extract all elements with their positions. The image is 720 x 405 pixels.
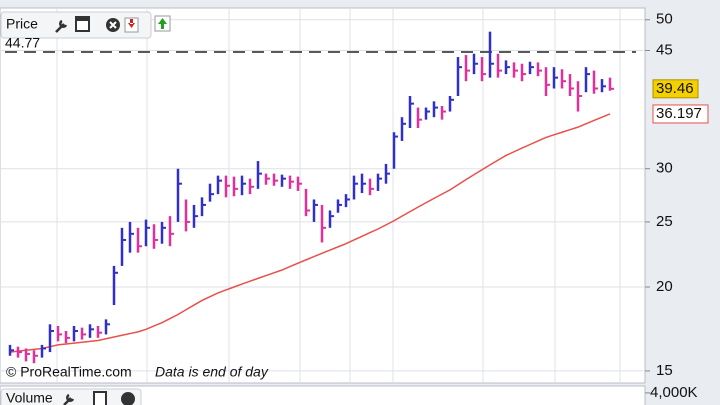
last-price-label: 39.46: [656, 80, 694, 97]
volume-settings-icon[interactable]: [63, 393, 75, 405]
header-icons: [55, 15, 171, 33]
ma-value-label: 36.197: [656, 105, 702, 122]
settings-icon[interactable]: [55, 19, 68, 33]
ma-value-box: [652, 104, 709, 124]
volume-window-icon[interactable]: [93, 391, 107, 405]
moving-average: [9, 113, 611, 353]
note: Data is end of day: [155, 364, 269, 380]
panel-title: Price: [6, 16, 38, 32]
y-tick-label: 15: [656, 362, 673, 379]
copyright: © ProRealTime.com: [6, 364, 132, 380]
up-arrow: [158, 18, 167, 29]
window-icon-bar: [76, 17, 89, 21]
y-tick-label: 50: [656, 11, 673, 28]
close-icon-x: [109, 21, 117, 29]
last-price-box: [652, 79, 699, 99]
y-tick-label: 30: [656, 160, 673, 177]
y-tick-label: 20: [656, 278, 673, 295]
reference-label: 44.77: [5, 35, 40, 51]
down-arrow: [128, 19, 135, 28]
volume-close-icon[interactable]: [121, 392, 135, 405]
y-tick-label: 25: [656, 213, 673, 230]
y-tick-label: 45: [656, 41, 673, 58]
volume-title: Volume: [6, 390, 53, 405]
volume-tick-label: 4,000K: [650, 384, 698, 401]
vertical-grid: [0, 8, 645, 383]
volume-panel: [0, 385, 646, 405]
